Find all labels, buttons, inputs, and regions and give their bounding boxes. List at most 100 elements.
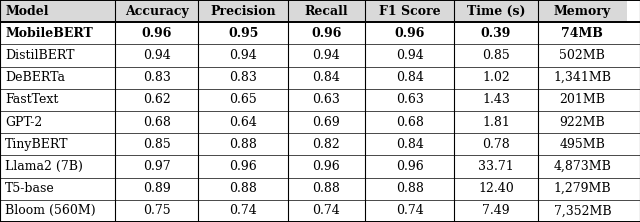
Bar [0, 111, 115, 133]
Text: MobileBERT: MobileBERT [5, 27, 93, 40]
Bar [288, 155, 365, 178]
Bar [288, 178, 365, 200]
Text: Llama2 (7B): Llama2 (7B) [5, 160, 83, 173]
Bar [538, 178, 627, 200]
Bar [365, 22, 454, 44]
Text: 0.96: 0.96 [396, 160, 424, 173]
Text: 7.49: 7.49 [482, 204, 510, 217]
Text: 0.62: 0.62 [143, 93, 171, 106]
Text: Precision: Precision [211, 5, 276, 18]
Bar [198, 44, 288, 67]
Text: 0.82: 0.82 [312, 138, 340, 151]
Bar [538, 111, 627, 133]
Bar [538, 22, 627, 44]
Bar [115, 178, 198, 200]
Text: 0.39: 0.39 [481, 27, 511, 40]
Bar [288, 0, 365, 22]
Text: 0.78: 0.78 [482, 138, 510, 151]
Bar [454, 133, 538, 155]
Bar [198, 111, 288, 133]
Bar [454, 89, 538, 111]
Bar [454, 67, 538, 89]
Bar [538, 200, 627, 222]
Text: 0.94: 0.94 [229, 49, 257, 62]
Bar [198, 155, 288, 178]
Text: Recall: Recall [305, 5, 348, 18]
Text: 1.81: 1.81 [482, 116, 510, 129]
Text: 0.88: 0.88 [312, 182, 340, 195]
Text: FastText: FastText [5, 93, 58, 106]
Text: 0.63: 0.63 [396, 93, 424, 106]
Text: DistilBERT: DistilBERT [5, 49, 75, 62]
Text: 0.84: 0.84 [312, 71, 340, 84]
Text: 0.95: 0.95 [228, 27, 259, 40]
Bar [365, 133, 454, 155]
Text: 0.84: 0.84 [396, 138, 424, 151]
Bar [0, 178, 115, 200]
Text: 0.83: 0.83 [229, 71, 257, 84]
Bar [365, 155, 454, 178]
Bar [454, 0, 538, 22]
Bar [454, 155, 538, 178]
Text: Bloom (560M): Bloom (560M) [5, 204, 96, 217]
Bar [538, 0, 627, 22]
Text: Model: Model [5, 5, 49, 18]
Bar [115, 67, 198, 89]
Bar [115, 200, 198, 222]
Bar [365, 67, 454, 89]
Text: 0.94: 0.94 [396, 49, 424, 62]
Bar [538, 44, 627, 67]
Text: 1,279MB: 1,279MB [554, 182, 611, 195]
Text: 0.96: 0.96 [394, 27, 425, 40]
Text: 201MB: 201MB [559, 93, 605, 106]
Text: 0.74: 0.74 [396, 204, 424, 217]
Text: 0.68: 0.68 [396, 116, 424, 129]
Text: F1 Score: F1 Score [379, 5, 440, 18]
Text: 0.85: 0.85 [482, 49, 510, 62]
Text: 0.68: 0.68 [143, 116, 171, 129]
Bar [454, 111, 538, 133]
Bar [365, 0, 454, 22]
Text: 0.75: 0.75 [143, 204, 171, 217]
Text: TinyBERT: TinyBERT [5, 138, 68, 151]
Text: 33.71: 33.71 [478, 160, 514, 173]
Text: Memory: Memory [554, 5, 611, 18]
Text: 495MB: 495MB [559, 138, 605, 151]
Text: GPT-2: GPT-2 [5, 116, 42, 129]
Text: 0.64: 0.64 [229, 116, 257, 129]
Text: 0.89: 0.89 [143, 182, 171, 195]
Text: DeBERTa: DeBERTa [5, 71, 65, 84]
Bar [365, 178, 454, 200]
Bar [288, 89, 365, 111]
Bar [198, 0, 288, 22]
Text: 922MB: 922MB [559, 116, 605, 129]
Text: 4,873MB: 4,873MB [554, 160, 611, 173]
Bar [365, 111, 454, 133]
Text: 1.02: 1.02 [482, 71, 510, 84]
Text: 1.43: 1.43 [482, 93, 510, 106]
Text: Accuracy: Accuracy [125, 5, 189, 18]
Text: 502MB: 502MB [559, 49, 605, 62]
Bar [288, 200, 365, 222]
Bar [0, 89, 115, 111]
Bar [288, 67, 365, 89]
Text: 74MB: 74MB [561, 27, 604, 40]
Bar [454, 22, 538, 44]
Bar [198, 178, 288, 200]
Bar [288, 44, 365, 67]
Bar [115, 155, 198, 178]
Bar [0, 0, 115, 22]
Text: 7,352MB: 7,352MB [554, 204, 611, 217]
Text: 0.63: 0.63 [312, 93, 340, 106]
Bar [198, 200, 288, 222]
Bar [454, 200, 538, 222]
Text: 0.69: 0.69 [312, 116, 340, 129]
Text: 1,341MB: 1,341MB [554, 71, 611, 84]
Bar [0, 200, 115, 222]
Bar [198, 89, 288, 111]
Text: Time (s): Time (s) [467, 5, 525, 18]
Bar [115, 133, 198, 155]
Bar [0, 44, 115, 67]
Text: 0.84: 0.84 [396, 71, 424, 84]
Bar [454, 44, 538, 67]
